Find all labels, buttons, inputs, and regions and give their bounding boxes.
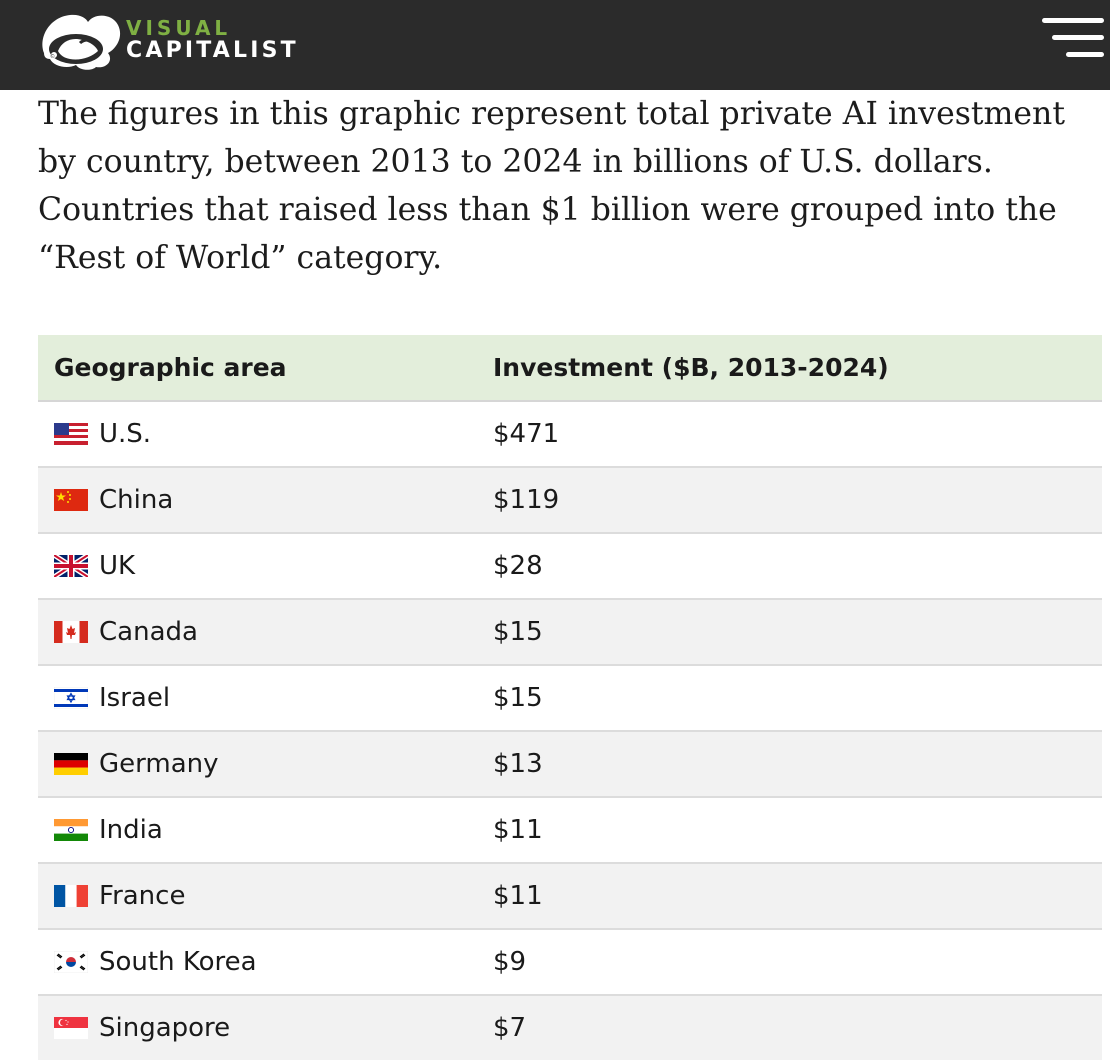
table-row: Germany $13: [38, 731, 1102, 798]
investment-value: $15: [477, 665, 1102, 732]
table-row: Israel $15: [38, 665, 1102, 732]
investment-value: $9: [477, 929, 1102, 996]
logo-mark-icon: ©: [42, 14, 121, 70]
investment-value: $471: [477, 401, 1102, 468]
table-row: South Korea $9: [38, 929, 1102, 996]
investment-table: Geographic area Investment ($B, 2013-202…: [38, 335, 1102, 1060]
investment-value: $11: [477, 797, 1102, 864]
china-flag-icon: [54, 489, 88, 511]
india-flag-icon: [54, 819, 88, 841]
south-korea-flag-icon: [54, 951, 88, 973]
investment-value: $28: [477, 533, 1102, 600]
investment-value: $7: [477, 995, 1102, 1060]
country-name: Canada: [99, 617, 198, 647]
investment-value: $15: [477, 599, 1102, 666]
hamburger-menu-icon[interactable]: [1038, 18, 1104, 60]
germany-flag-icon: [54, 753, 88, 775]
table-row: UK $28: [38, 533, 1102, 600]
singapore-flag-icon: [54, 1017, 88, 1039]
investment-value: $11: [477, 863, 1102, 930]
country-name: Germany: [99, 749, 219, 779]
israel-flag-icon: [54, 687, 88, 709]
france-flag-icon: [54, 885, 88, 907]
table-header-row: Geographic area Investment ($B, 2013-202…: [38, 335, 1102, 402]
country-name: UK: [99, 551, 136, 581]
country-name: China: [99, 485, 174, 515]
country-name: U.S.: [99, 419, 152, 449]
header-investment: Investment ($B, 2013-2024): [477, 335, 1102, 402]
investment-value: $119: [477, 467, 1102, 534]
table-row: China $119: [38, 467, 1102, 534]
visual-capitalist-logo[interactable]: © VISUAL CAPITALIST: [36, 9, 299, 71]
table-row: France $11: [38, 863, 1102, 930]
intro-paragraph: The figures in this graphic represent to…: [38, 96, 1065, 276]
table-row: U.S. $471: [38, 401, 1102, 468]
table-row: India $11: [38, 797, 1102, 864]
site-header: © VISUAL CAPITALIST: [0, 0, 1110, 90]
uk-flag-icon: [54, 555, 88, 577]
us-flag-icon: [54, 423, 88, 445]
table-row: Singapore $7: [38, 995, 1102, 1060]
header-geographic-area: Geographic area: [38, 335, 477, 402]
country-name: Singapore: [99, 1013, 231, 1043]
table-row: Canada $15: [38, 599, 1102, 666]
investment-value: $13: [477, 731, 1102, 798]
svg-text:©: ©: [50, 53, 55, 60]
country-name: India: [99, 815, 163, 845]
logo-capitalist-text: CAPITALIST: [126, 38, 299, 63]
country-name: France: [99, 881, 186, 911]
logo-visual-text: VISUAL: [126, 16, 232, 40]
canada-flag-icon: [54, 621, 88, 643]
country-name: Israel: [99, 683, 171, 713]
country-name: South Korea: [99, 947, 257, 977]
